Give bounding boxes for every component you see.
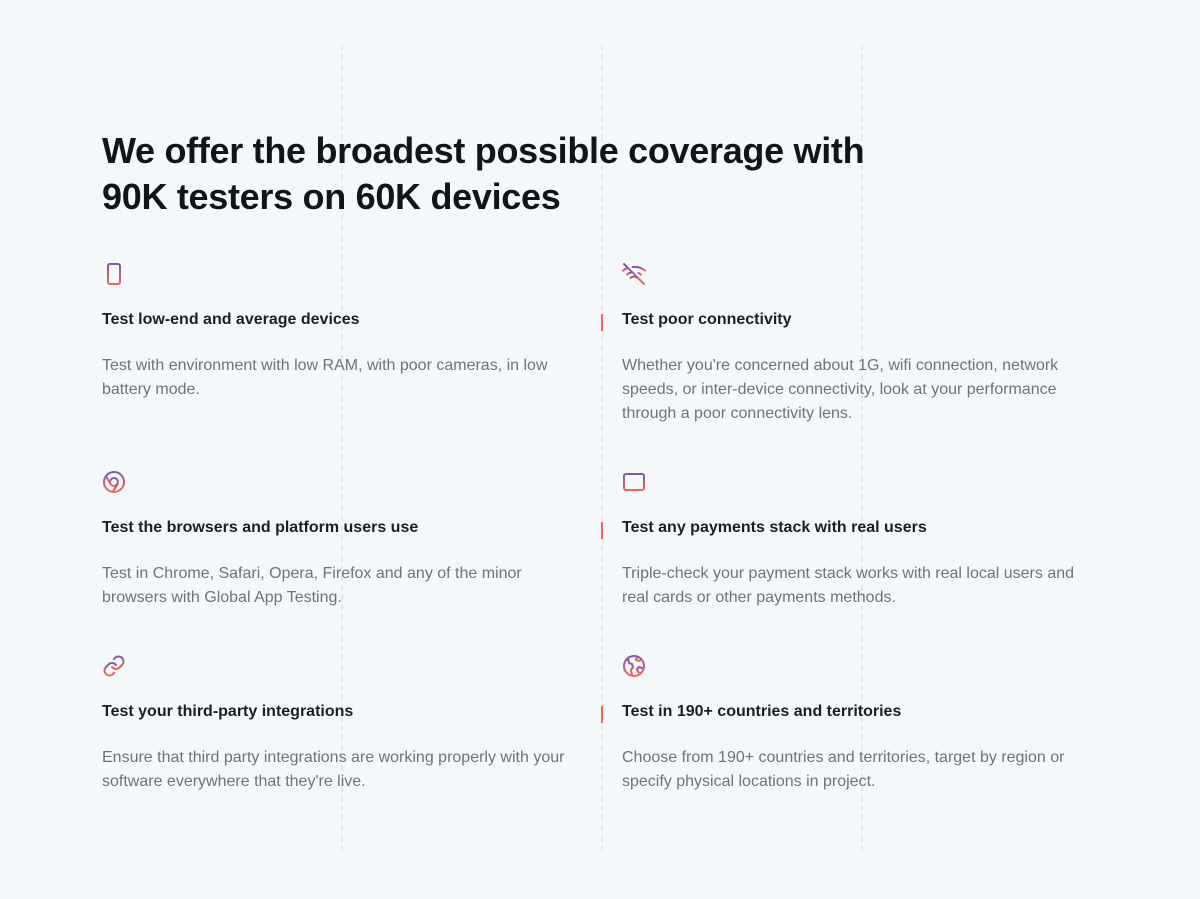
chrome-icon <box>103 471 125 493</box>
feature-description: Triple-check your payment stack works wi… <box>622 565 1075 606</box>
page-title: We offer the broadest possible coverage … <box>102 128 882 220</box>
grid-divider <box>341 45 343 851</box>
smartphone-icon <box>107 263 121 285</box>
feature-title: Test poor connectivity <box>622 311 792 328</box>
feature-description: Ensure that third party integrations are… <box>102 749 565 790</box>
feature-integrations: Test your third-party integrations Ensur… <box>102 654 582 790</box>
feature-title: Test the browsers and platform users use <box>102 519 419 536</box>
accent-marker <box>601 706 603 723</box>
link-icon <box>103 655 125 677</box>
feature-description: Whether you're concerned about 1G, wifi … <box>622 357 1059 422</box>
feature-title: Test your third-party integrations <box>102 703 354 720</box>
accent-marker <box>601 314 603 331</box>
feature-title: Test any payments stack with real users <box>622 519 927 536</box>
title-line: 90K testers on 60K devices <box>102 176 561 217</box>
feature-description: Choose from 190+ countries and territori… <box>622 749 1065 790</box>
globe-icon <box>623 655 645 677</box>
grid-divider <box>601 45 603 851</box>
feature-payments: Test any payments stack with real users … <box>601 470 1102 606</box>
feature-title: Test in 190+ countries and territories <box>622 703 902 720</box>
feature-description: Test in Chrome, Safari, Opera, Firefox a… <box>102 565 522 606</box>
feature-low-end-devices: Test low-end and average devices Test wi… <box>102 262 582 398</box>
grid-divider <box>861 45 863 851</box>
feature-browsers: Test the browsers and platform users use… <box>102 470 582 606</box>
credit-card-icon <box>623 473 645 491</box>
feature-description: Test with environment with low RAM, with… <box>102 357 548 398</box>
feature-title: Test low-end and average devices <box>102 311 360 328</box>
title-line: We offer the broadest possible coverage … <box>102 130 865 171</box>
feature-poor-connectivity: Test poor connectivity Whether you're co… <box>601 262 1102 422</box>
accent-marker <box>601 522 603 539</box>
wifi-off-icon <box>622 263 646 285</box>
feature-countries: Test in 190+ countries and territories C… <box>601 654 1102 790</box>
